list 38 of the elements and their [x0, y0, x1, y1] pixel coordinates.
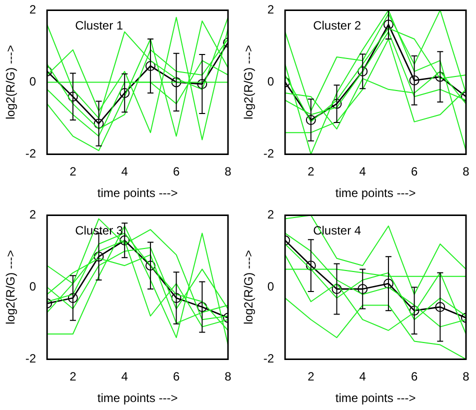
x-tick-label: 4 — [121, 370, 128, 384]
y-tick-label: 2 — [267, 208, 274, 222]
x-tick-label: 2 — [70, 164, 77, 179]
y-tick-label: 0 — [29, 280, 36, 294]
x-tick-label: 6 — [172, 164, 180, 179]
x-tick-label: 4 — [121, 164, 128, 179]
y-tick-label: 2 — [29, 208, 36, 222]
annotation: Cluster 2 — [313, 18, 362, 33]
y-tick-label: -2 — [25, 146, 36, 161]
x-tick-label: 4 — [359, 164, 366, 179]
y-tick-label: -2 — [25, 352, 36, 366]
y-tick-label: 0 — [267, 74, 274, 89]
x-tick-label: 8 — [462, 370, 470, 384]
x-tick-label: 2 — [70, 370, 77, 384]
x-tick-label: 8 — [224, 164, 232, 179]
x-tick-label: 6 — [410, 164, 418, 179]
x-tick-label: 6 — [172, 370, 180, 384]
x-tick-label: 4 — [359, 370, 366, 384]
y-tick-label: 2 — [267, 2, 274, 17]
x-tick-label: 8 — [462, 164, 470, 179]
x-tick-label: 2 — [308, 164, 315, 179]
x-axis-title: time points ---> — [97, 186, 178, 200]
y-axis-title: log2(R/G) ---> — [242, 45, 256, 120]
x-axis-title: time points ---> — [97, 391, 178, 406]
y-tick-label: 0 — [267, 280, 274, 294]
y-axis-title: log2(R/G) ---> — [4, 45, 18, 120]
y-axis-title: log2(R/G) ---> — [4, 250, 18, 324]
y-tick-label: -2 — [263, 352, 274, 366]
x-tick-label: 2 — [308, 370, 315, 384]
x-tick-label: 6 — [410, 370, 418, 384]
x-axis-title: time points ---> — [335, 186, 416, 200]
y-tick-label: -2 — [263, 146, 274, 161]
x-axis-title: time points ---> — [335, 391, 416, 406]
y-tick-label: 2 — [29, 2, 36, 17]
y-axis-title: log2(R/G) ---> — [242, 250, 256, 324]
annotation: Cluster 1 — [75, 18, 124, 33]
y-tick-label: 0 — [29, 74, 36, 89]
x-tick-label: 8 — [224, 370, 232, 384]
